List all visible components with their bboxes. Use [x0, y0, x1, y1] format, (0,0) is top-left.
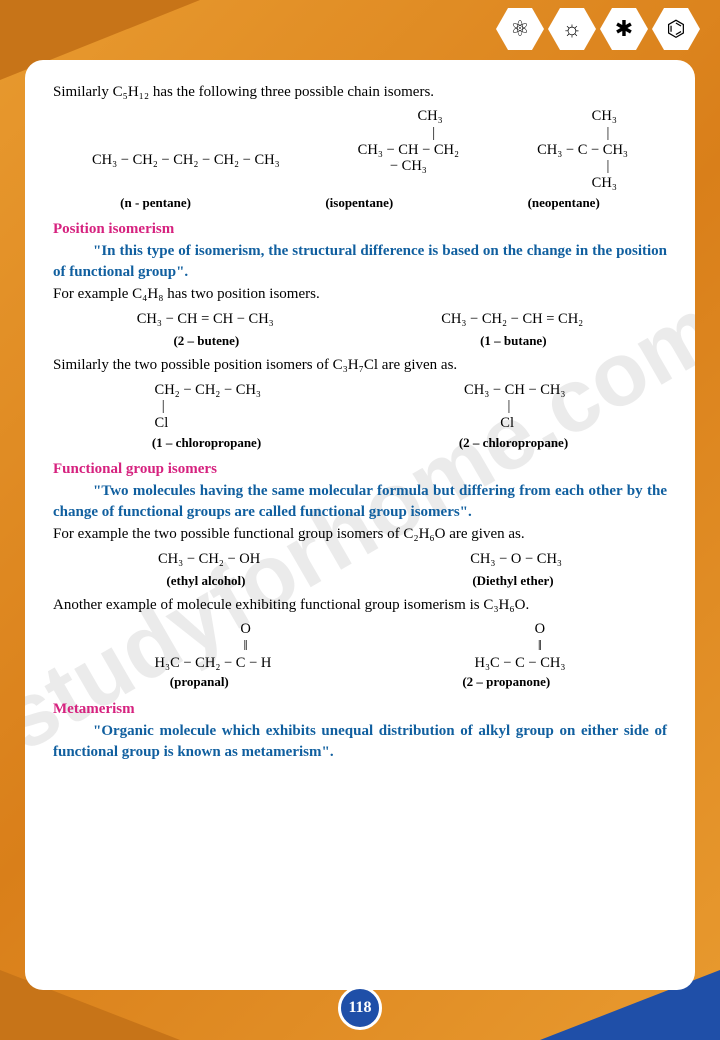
intro-text: Similarly C₅H₁₂ has the following three …	[53, 82, 667, 102]
ethyl-alcohol-label: (ethyl alcohol)	[166, 572, 245, 590]
metamerism-definition: "Organic molecule which exhibits unequal…	[53, 721, 667, 762]
atom-icon: ☼	[548, 8, 596, 50]
page-number: 118	[338, 986, 382, 1030]
neopentane-formula: CH₃ | CH₃ − C − CH₃ | CH₃	[537, 108, 628, 191]
2-butene-label: (2 – butene)	[173, 332, 239, 350]
position-heading: Position isomerism	[53, 219, 667, 239]
neopentane-label: (neopentane)	[528, 194, 600, 212]
page-content: studyforhome.com Similarly C₅H₁₂ has the…	[25, 60, 695, 990]
metamerism-heading: Metamerism	[53, 699, 667, 719]
position-example1: For example C₄H₈ has two position isomer…	[53, 284, 667, 304]
2-butene-formula: CH₃ − CH = CH − CH₃	[137, 310, 274, 330]
propanal-label: (propanal)	[170, 673, 229, 691]
diethyl-ether-formula: CH₃ − O − CH₃	[470, 550, 562, 570]
pentane-formulas: CH₃ − CH₂ − CH₂ − CH₂ − CH₃ CH₃ | CH₃ − …	[53, 108, 667, 191]
molecule-icon: ⚛	[496, 8, 544, 50]
structure-icon: ⌬	[652, 8, 700, 50]
ethanol-labels: (ethyl alcohol) (Diethyl ether)	[53, 572, 667, 590]
functional-definition: "Two molecules having the same molecular…	[53, 481, 667, 522]
propanone-label: (2 – propanone)	[462, 673, 550, 691]
1-butane-label: (1 – butane)	[480, 332, 546, 350]
ethyl-alcohol-formula: CH₃ − CH₂ − OH	[158, 550, 260, 570]
n-pentane-label: (n - pentane)	[120, 194, 191, 212]
2-chloropropane-formula: CH₃ − CH − CH₃ | Cl	[464, 382, 565, 432]
2-chloropropane-label: (2 – chloropropane)	[459, 434, 568, 452]
propanal-formula: O ‖ H₃C − CH₂ − C − H	[155, 621, 272, 671]
position-definition: "In this type of isomerism, the structur…	[53, 241, 667, 282]
chloropropane-labels: (1 – chloropropane) (2 – chloropropane)	[53, 434, 667, 452]
network-icon: ✱	[600, 8, 648, 50]
header-icons: ⚛ ☼ ✱ ⌬	[496, 8, 700, 50]
isopentane-formula: CH₃ | CH₃ − CH − CH₂ − CH₃	[358, 108, 459, 191]
propanal-formulas: O ‖ H₃C − CH₂ − C − H O ‖ H₃C − C − CH₃	[53, 621, 667, 671]
chloropropane-formulas: CH₂ − CH₂ − CH₃ | Cl CH₃ − CH − CH₃ | Cl	[53, 382, 667, 432]
functional-example1: For example the two possible functional …	[53, 524, 667, 544]
n-pentane-formula: CH₃ − CH₂ − CH₂ − CH₂ − CH₃	[92, 108, 280, 191]
propanone-formula: O ‖ H₃C − C − CH₃	[474, 621, 565, 671]
ethanol-formulas: CH₃ − CH₂ − OH CH₃ − O − CH₃	[53, 550, 667, 570]
position-example2: Similarly the two possible position isom…	[53, 355, 667, 375]
pentane-labels: (n - pentane) (isopentane) (neopentane)	[53, 194, 667, 212]
butene-formulas: CH₃ − CH = CH − CH₃ CH₃ − CH₂ − CH = CH₂	[53, 310, 667, 330]
diethyl-ether-label: (Diethyl ether)	[472, 572, 553, 590]
propanal-labels: (propanal) (2 – propanone)	[53, 673, 667, 691]
1-butane-formula: CH₃ − CH₂ − CH = CH₂	[441, 310, 583, 330]
isopentane-label: (isopentane)	[325, 194, 393, 212]
1-chloropropane-label: (1 – chloropropane)	[152, 434, 261, 452]
butene-labels: (2 – butene) (1 – butane)	[53, 332, 667, 350]
functional-heading: Functional group isomers	[53, 459, 667, 479]
functional-example2: Another example of molecule exhibiting f…	[53, 595, 667, 615]
1-chloropropane-formula: CH₂ − CH₂ − CH₃ | Cl	[155, 382, 261, 432]
